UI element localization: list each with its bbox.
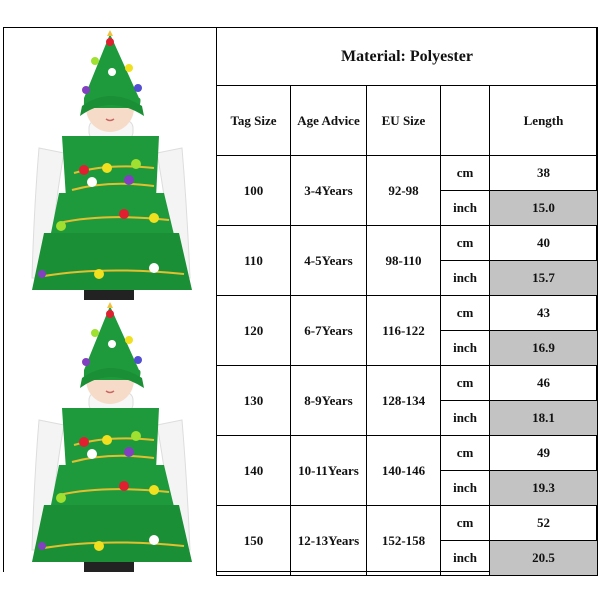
age-advice: 4-5Years bbox=[290, 225, 367, 296]
unit-cm: cm bbox=[440, 505, 490, 541]
eu-size: 116-122 bbox=[366, 295, 441, 366]
product-photo-christmas-tree-costume bbox=[4, 300, 217, 572]
product-photo-christmas-tree-costume bbox=[4, 28, 217, 300]
table-row: inch 15.7 bbox=[217, 260, 598, 296]
header-eu-size: EU Size bbox=[366, 85, 441, 156]
age-advice: 10-11Years bbox=[290, 435, 367, 506]
table-row: inch 15.0 bbox=[217, 190, 598, 226]
table-row: 150 12-13Years 152-158 cm 52 bbox=[216, 505, 598, 576]
table-row: 130 8-9Years 128-134 cm 46 bbox=[216, 365, 598, 436]
eu-size: 140-146 bbox=[366, 435, 441, 506]
tag-size: 120 bbox=[216, 295, 291, 366]
table-row: 100 3-4Years 92-98 cm 38 bbox=[216, 155, 598, 226]
eu-size: 152-158 bbox=[366, 505, 441, 576]
length-cm: 43 bbox=[489, 295, 598, 331]
length-inch: 19.3 bbox=[489, 470, 598, 506]
length-inch: 18.1 bbox=[489, 400, 598, 436]
tag-size: 100 bbox=[216, 155, 291, 226]
table-row: inch 18.1 bbox=[217, 400, 598, 436]
length-cm: 40 bbox=[489, 225, 598, 261]
eu-size: 92-98 bbox=[366, 155, 441, 226]
age-advice: 12-13Years bbox=[290, 505, 367, 576]
length-cm: 38 bbox=[489, 155, 598, 191]
tag-size: 150 bbox=[216, 505, 291, 576]
unit-inch: inch bbox=[440, 260, 490, 296]
table-row: 140 10-11Years 140-146 cm 49 bbox=[216, 435, 598, 506]
age-advice: 8-9Years bbox=[290, 365, 367, 436]
unit-cm: cm bbox=[440, 435, 490, 471]
unit-cm: cm bbox=[440, 295, 490, 331]
eu-size: 128-134 bbox=[366, 365, 441, 436]
unit-inch: inch bbox=[440, 470, 490, 506]
length-inch: 15.7 bbox=[489, 260, 598, 296]
header-tag-size: Tag Size bbox=[216, 85, 291, 156]
header-age-advice: Age Advice bbox=[290, 85, 367, 156]
unit-inch: inch bbox=[440, 540, 490, 576]
table-row: 110 4-5Years 98-110 cm 40 bbox=[216, 225, 598, 296]
unit-cm: cm bbox=[440, 365, 490, 401]
unit-inch: inch bbox=[440, 190, 490, 226]
size-chart: Material: Polyester Tag Size Age Advice … bbox=[3, 27, 598, 576]
age-advice: 3-4Years bbox=[290, 155, 367, 226]
length-inch: 15.0 bbox=[489, 190, 598, 226]
table-row: inch 19.3 bbox=[217, 470, 598, 506]
material-title: Material: Polyester bbox=[216, 27, 598, 86]
unit-cm: cm bbox=[440, 225, 490, 261]
header-length: Length bbox=[489, 85, 598, 156]
table-row: inch 16.9 bbox=[217, 330, 598, 366]
unit-inch: inch bbox=[440, 400, 490, 436]
size-table: Material: Polyester Tag Size Age Advice … bbox=[216, 27, 598, 576]
table-row: inch 20.5 bbox=[217, 540, 598, 576]
length-cm: 52 bbox=[489, 505, 598, 541]
age-advice: 6-7Years bbox=[290, 295, 367, 366]
unit-cm: cm bbox=[440, 155, 490, 191]
tag-size: 140 bbox=[216, 435, 291, 506]
unit-inch: inch bbox=[440, 330, 490, 366]
length-cm: 46 bbox=[489, 365, 598, 401]
table-row: 120 6-7Years 116-122 cm 43 bbox=[216, 295, 598, 366]
length-inch: 16.9 bbox=[489, 330, 598, 366]
header-unit bbox=[440, 85, 490, 156]
length-inch: 20.5 bbox=[489, 540, 598, 576]
tag-size: 130 bbox=[216, 365, 291, 436]
eu-size: 98-110 bbox=[366, 225, 441, 296]
length-cm: 49 bbox=[489, 435, 598, 471]
tag-size: 110 bbox=[216, 225, 291, 296]
